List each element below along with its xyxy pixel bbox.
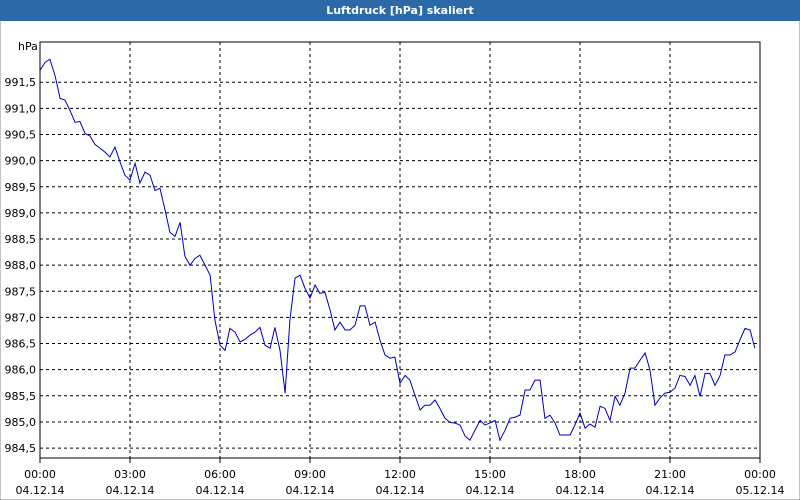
x-tick-label: 15:00 xyxy=(474,468,506,481)
y-tick-label: 989,5 xyxy=(5,181,37,194)
x-tick-date: 04.12.14 xyxy=(556,484,605,497)
x-tick-date: 04.12.14 xyxy=(646,484,695,497)
x-tick-label: 18:00 xyxy=(564,468,596,481)
y-tick-label: 984,5 xyxy=(5,442,37,455)
x-tick-date: 05.12.14 xyxy=(736,484,785,497)
y-tick-label: 985,5 xyxy=(5,390,37,403)
plot-border xyxy=(39,41,761,459)
y-tick-label: 988,5 xyxy=(5,233,37,246)
x-tick-label: 21:00 xyxy=(654,468,686,481)
y-tick-label: 990,5 xyxy=(5,129,37,142)
x-tick-date: 04.12.14 xyxy=(286,484,335,497)
title-bar xyxy=(0,0,800,21)
y-tick-label: 989,0 xyxy=(5,207,37,220)
y-tick-label: 987,0 xyxy=(5,311,37,324)
data-line xyxy=(39,58,756,442)
y-tick-label: 991,0 xyxy=(5,102,37,115)
y-tick-label: 986,5 xyxy=(5,338,37,351)
y-tick-label: 990,0 xyxy=(5,155,37,168)
x-tick-label: 00:00 xyxy=(744,468,776,481)
x-tick-label: 00:00 xyxy=(24,468,56,481)
x-tick-date: 04.12.14 xyxy=(196,484,245,497)
x-tick-date: 04.12.14 xyxy=(466,484,515,497)
x-tick-date: 04.12.14 xyxy=(16,484,65,497)
y-tick-label: 986,0 xyxy=(5,364,37,377)
x-tick-label: 09:00 xyxy=(294,468,326,481)
y-tick-label: 991,5 xyxy=(5,76,37,89)
x-tick-label: 03:00 xyxy=(114,468,146,481)
y-tick-label: 987,5 xyxy=(5,285,37,298)
x-tick-label: 06:00 xyxy=(204,468,236,481)
x-tick-label: 12:00 xyxy=(384,468,416,481)
x-tick-date: 04.12.14 xyxy=(106,484,155,497)
chart-title: Luftdruck [hPa] skaliert xyxy=(326,4,474,17)
y-tick-label: 985,0 xyxy=(5,416,37,429)
y-tick-label: 988,0 xyxy=(5,259,37,272)
y-axis-label: hPa xyxy=(18,40,38,53)
x-tick-date: 04.12.14 xyxy=(376,484,425,497)
